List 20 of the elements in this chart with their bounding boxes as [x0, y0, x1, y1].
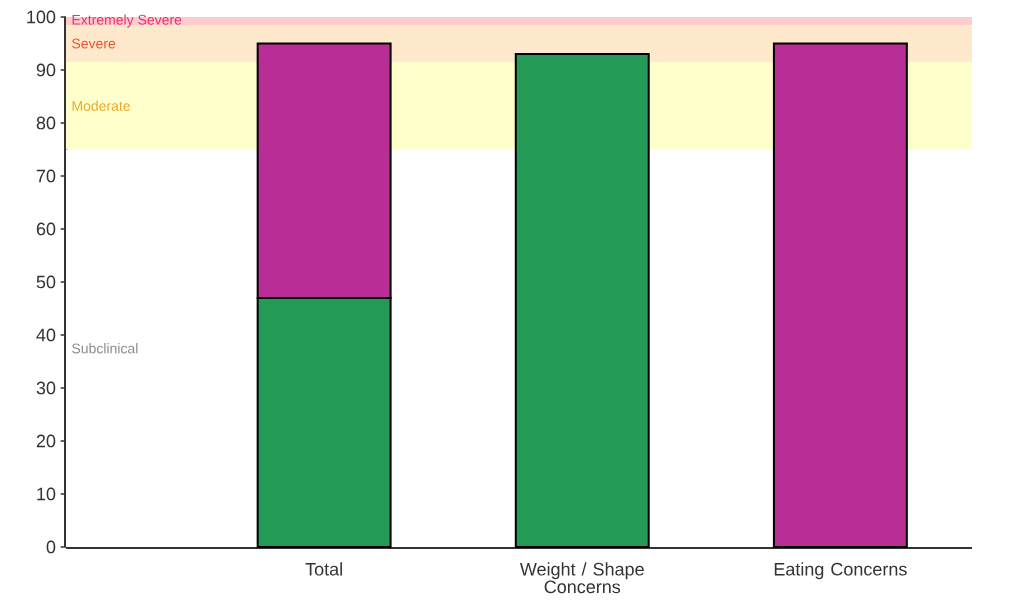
- band-label: Moderate: [72, 100, 130, 111]
- y-tick-label: 80: [36, 116, 56, 130]
- bar: [772, 42, 908, 548]
- y-tick-label: 70: [36, 169, 56, 183]
- y-tick-label: 40: [36, 328, 56, 342]
- band-label: Subclinical: [72, 343, 138, 354]
- y-tick-label: 100: [27, 10, 56, 24]
- y-tick-label: 10: [37, 487, 56, 501]
- band-label: Extremely Severe: [72, 14, 182, 28]
- y-tick-label: 90: [36, 63, 56, 77]
- y-tick-label: 0: [46, 540, 56, 554]
- x-tick-label: Eating Concerns: [774, 562, 907, 580]
- x-tick-label: Total: [305, 562, 342, 576]
- y-tick-label: 60: [36, 222, 56, 236]
- y-tick-label: 30: [36, 381, 56, 395]
- y-tick-label: 20: [36, 434, 56, 448]
- bar: [514, 53, 650, 548]
- band-label: Severe: [72, 38, 116, 49]
- y-tick-label: 50: [36, 275, 56, 289]
- x-tick-label: Weight / Shape Concerns: [519, 562, 644, 594]
